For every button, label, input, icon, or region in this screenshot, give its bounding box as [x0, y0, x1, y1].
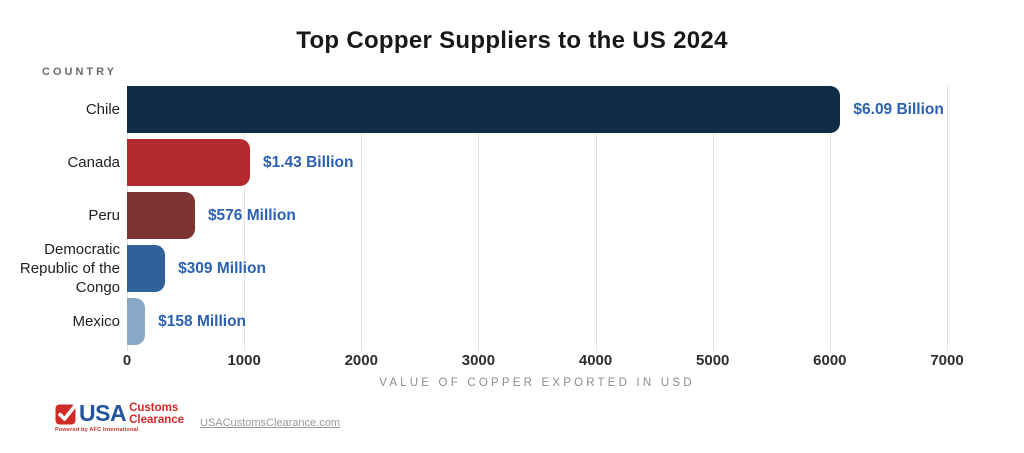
value-label-0: $6.09 Billion: [853, 100, 944, 118]
logo-clearance-text: Clearance: [129, 413, 185, 426]
x-axis-title: VALUE OF COPPER EXPORTED IN USD: [379, 377, 695, 389]
category-label-2: Peru: [88, 207, 120, 224]
x-tick-label-4000: 4000: [578, 352, 613, 369]
x-tick-label-1000: 1000: [227, 352, 261, 369]
chart-title: Top Copper Suppliers to the US 2024: [296, 27, 728, 54]
value-label-4: $158 Million: [158, 312, 247, 330]
x-tick-label-5000: 5000: [696, 352, 730, 369]
bar-mexico: [127, 298, 146, 345]
y-axis-header: COUNTRY: [42, 66, 117, 78]
bar-democratic-republic-of-the-congo: [127, 245, 166, 292]
category-label-3: Democratic Republic of the Congo: [19, 241, 120, 296]
x-tick-label-6000: 6000: [813, 352, 847, 369]
logo-wordmark: Customs Clearance: [129, 402, 185, 426]
gridline-1000: [244, 85, 246, 351]
value-label-3: $309 Million: [178, 259, 266, 277]
gridline-4000: [595, 85, 597, 351]
usacustomsclearance-link[interactable]: USACustomsClearance.com: [200, 417, 340, 429]
x-tick-label-7000: 7000: [930, 352, 964, 369]
logo-powered-by-text: Powered by AFC International: [55, 427, 139, 433]
logo-customs-text: Customs: [129, 402, 179, 414]
category-label-0: Chile: [85, 101, 120, 118]
gridline-3000: [478, 85, 480, 351]
logo-usa-text: USA: [79, 400, 127, 426]
gridline-6000: [829, 85, 831, 351]
category-label-1: Canada: [67, 154, 120, 171]
category-label-4: Mexico: [72, 313, 120, 330]
bar-canada: [127, 139, 250, 186]
x-tick-label-3000: 3000: [461, 352, 496, 369]
value-label-2: $576 Million: [207, 206, 296, 224]
x-tick-label-2000: 2000: [344, 352, 378, 369]
gridline-5000: [712, 85, 714, 351]
bar-peru: [127, 192, 195, 239]
value-label-1: $1.43 Billion: [263, 153, 354, 171]
gridline-7000: [947, 85, 948, 351]
plot-area: $6.09 Billion $1.43 Billion $576 Million $3…: [127, 85, 948, 351]
usa-customs-clearance-logo: USA Customs Clearance Powered by AFC Int…: [55, 400, 185, 434]
bar-chile: [127, 86, 841, 133]
x-tick-label-0: 0: [122, 352, 132, 369]
checkbox-check-icon: [55, 404, 77, 425]
gridline-2000: [361, 85, 363, 351]
